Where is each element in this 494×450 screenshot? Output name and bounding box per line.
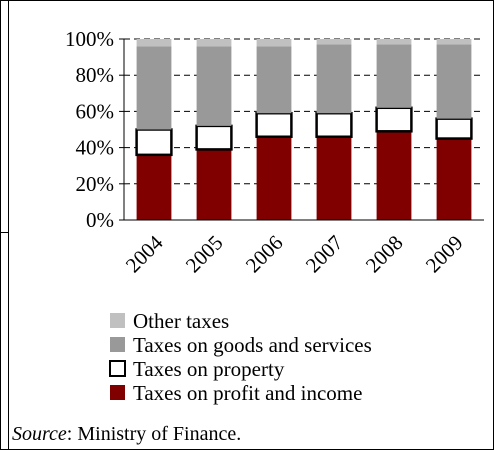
legend-label-taxes-on-property: Taxes on property <box>133 357 285 381</box>
bar-segment-other-taxes-2004 <box>136 39 172 47</box>
bar-segment-taxes-on-goods-and-services-2005 <box>196 46 232 126</box>
y-axis: 0% 20% 40% 60% 80% 100% <box>65 27 125 232</box>
legend-swatch-taxes-on-property <box>109 360 126 377</box>
bar-segment-other-taxes-2006 <box>256 39 292 47</box>
source-text: : Ministry of Finance. <box>66 423 242 445</box>
bar-segment-taxes-on-profit-and-income-2008 <box>376 131 412 220</box>
legend-label-taxes-on-profit-and-income: Taxes on profit and income <box>133 381 362 405</box>
y-tick-label: 40% <box>76 136 115 160</box>
legend-label-taxes-on-goods-and-services: Taxes on goods and services <box>133 333 372 357</box>
legend-swatch-taxes-on-profit-and-income <box>110 385 125 400</box>
legend-swatch-other-taxes <box>110 313 125 328</box>
source-prefix: Source <box>12 423 67 445</box>
y-tick-label: 100% <box>65 27 114 51</box>
gridlines <box>124 38 484 185</box>
bar-segment-taxes-on-property-2005 <box>195 124 233 151</box>
legend-label-other-taxes: Other taxes <box>133 309 229 333</box>
bar-segment-taxes-on-profit-and-income-2009 <box>436 138 472 220</box>
source-note: Source: Ministry of Finance. <box>12 423 241 446</box>
y-tick-label: 60% <box>76 99 115 123</box>
bar-segment-taxes-on-profit-and-income-2005 <box>196 149 232 220</box>
y-tick-label: 0% <box>86 208 114 232</box>
bar-segment-taxes-on-property-2007 <box>315 111 353 138</box>
y-tick-label: 80% <box>76 63 115 87</box>
bar-segment-taxes-on-goods-and-services-2004 <box>136 46 172 130</box>
bar-segment-other-taxes-2008 <box>376 39 412 45</box>
bar-segment-taxes-on-profit-and-income-2007 <box>316 136 352 220</box>
bar-segment-taxes-on-property-2006 <box>255 111 293 138</box>
bar-segment-taxes-on-property-2004 <box>135 128 173 157</box>
bar-segment-taxes-on-profit-and-income-2004 <box>136 154 172 220</box>
bar-segment-other-taxes-2007 <box>316 39 352 45</box>
bar-segment-taxes-on-property-2009 <box>435 117 473 140</box>
bar-segment-taxes-on-goods-and-services-2006 <box>256 46 292 114</box>
bar-segment-taxes-on-profit-and-income-2006 <box>256 136 292 220</box>
bar-segment-taxes-on-goods-and-services-2009 <box>436 44 472 119</box>
bar-segment-other-taxes-2009 <box>436 39 472 45</box>
bar-segment-taxes-on-goods-and-services-2008 <box>376 44 412 108</box>
bar-segment-taxes-on-property-2008 <box>375 106 413 133</box>
legend-swatch-taxes-on-goods-and-services <box>110 337 125 352</box>
y-tick-label: 20% <box>76 172 115 196</box>
bar-stacks <box>135 39 473 220</box>
bar-segment-other-taxes-2005 <box>196 39 232 47</box>
bar-segment-taxes-on-goods-and-services-2007 <box>316 44 352 114</box>
